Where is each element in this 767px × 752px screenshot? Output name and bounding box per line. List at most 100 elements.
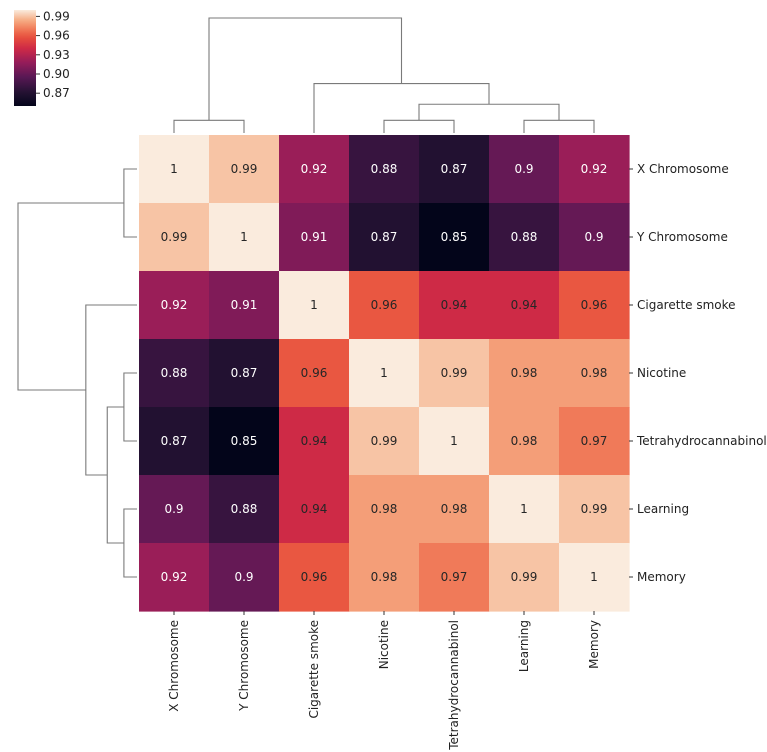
cell-value-label: 0.96 — [581, 298, 608, 312]
colorbar-tick-label: 0.99 — [43, 9, 70, 23]
heatmap-cell — [139, 543, 210, 612]
heatmap-cell — [209, 339, 280, 408]
heatmap-cells: 1 0.99 0.92 0.88 0.87 0.9 0.920.99 1 0.91 0.87 0.8… — [139, 135, 630, 612]
heatmap-cell — [209, 271, 280, 340]
heatmap-cell — [139, 339, 210, 408]
heatmap-cell — [279, 407, 350, 476]
cell-value-label: 0.98 — [581, 366, 608, 380]
cell-value-label: 0.96 — [301, 366, 328, 380]
heatmap-cell — [279, 271, 350, 340]
cell-value-label: 0.94 — [511, 298, 538, 312]
heatmap-cell — [419, 271, 490, 340]
colorbar-tick-label: 0.90 — [43, 67, 70, 81]
cell-value-label: 0.91 — [301, 230, 328, 244]
row-dendrogram-link — [106, 406, 124, 544]
cell-value-label: 0.98 — [371, 570, 398, 584]
cell-value-label: 0.88 — [511, 230, 538, 244]
cell-value-label: 0.87 — [161, 434, 188, 448]
cell-value-label: 1 — [590, 570, 598, 584]
heatmap-cell — [489, 475, 560, 544]
cell-value-label: 1 — [170, 162, 178, 176]
heatmap-cell — [279, 203, 350, 272]
row-dendrogram-link — [85, 304, 137, 476]
row-label: Memory — [637, 570, 686, 584]
column-dendrogram — [173, 17, 595, 133]
column-dendrogram-link — [418, 103, 560, 121]
cell-value-label: 0.97 — [581, 434, 608, 448]
heatmap-cell — [419, 543, 490, 612]
heatmap-cell — [419, 407, 490, 476]
cell-value-label: 0.88 — [371, 162, 398, 176]
heatmap-cell — [279, 135, 350, 204]
heatmap-cell — [349, 203, 420, 272]
heatmap-cell — [349, 339, 420, 408]
heatmap-cell — [489, 203, 560, 272]
column-dendrogram-link — [313, 83, 490, 133]
cell-value-label: 0.96 — [301, 570, 328, 584]
heatmap-cell — [559, 135, 630, 204]
cell-value-label: 0.92 — [161, 298, 188, 312]
heatmap-cell — [139, 407, 210, 476]
heatmap-cell — [489, 135, 560, 204]
heatmap-cell — [489, 339, 560, 408]
row-labels: X Chromosome Y Chromosome Cigarette smoke N… — [629, 162, 767, 584]
heatmap-cell — [419, 135, 490, 204]
column-dendrogram-link — [523, 119, 595, 133]
heatmap-cell — [419, 475, 490, 544]
cell-value-label: 0.92 — [161, 570, 188, 584]
colorbar-tick-label: 0.96 — [43, 29, 70, 43]
heatmap-cell — [559, 203, 630, 272]
cell-value-label: 0.97 — [441, 570, 468, 584]
row-dendrogram-link — [17, 202, 124, 391]
heatmap-cell — [139, 475, 210, 544]
cell-value-label: 0.92 — [301, 162, 328, 176]
heatmap-cell — [559, 475, 630, 544]
cell-value-label: 0.94 — [441, 298, 468, 312]
row-label: Tetrahydrocannabinol — [636, 434, 767, 448]
row-dendrogram-link — [123, 168, 137, 238]
column-dendrogram-link — [383, 119, 455, 133]
cell-value-label: 0.99 — [581, 502, 608, 516]
cell-value-label: 0.99 — [371, 434, 398, 448]
cell-value-label: 1 — [240, 230, 248, 244]
column-label: Learning — [517, 620, 531, 672]
heatmap-cell — [489, 407, 560, 476]
cell-value-label: 0.9 — [514, 162, 533, 176]
cell-value-label: 0.88 — [231, 502, 258, 516]
cell-value-label: 0.94 — [301, 502, 328, 516]
heatmap-cell — [349, 271, 420, 340]
cell-value-label: 1 — [520, 502, 528, 516]
cell-value-label: 0.99 — [231, 162, 258, 176]
cell-value-label: 0.92 — [581, 162, 608, 176]
heatmap-cell — [349, 475, 420, 544]
cell-value-label: 0.85 — [441, 230, 468, 244]
cell-value-label: 1 — [450, 434, 458, 448]
row-label: Nicotine — [637, 366, 686, 380]
heatmap-cell — [279, 339, 350, 408]
column-labels: X Chromosome Y Chromosome Cigarette smoke N… — [167, 611, 601, 751]
cell-value-label: 0.9 — [164, 502, 183, 516]
cell-value-label: 0.87 — [371, 230, 398, 244]
cell-value-label: 0.98 — [511, 366, 538, 380]
row-dendrogram — [17, 168, 137, 578]
column-label: X Chromosome — [167, 620, 181, 712]
colorbar-gradient — [14, 10, 36, 106]
colorbar-tick-label: 0.93 — [43, 48, 70, 62]
cell-value-label: 1 — [380, 366, 388, 380]
cell-value-label: 0.98 — [511, 434, 538, 448]
colorbar-tick-label: 0.87 — [43, 86, 70, 100]
cell-value-label: 0.9 — [584, 230, 603, 244]
heatmap-cell — [139, 135, 210, 204]
heatmap-cell — [559, 271, 630, 340]
column-label: Nicotine — [377, 620, 391, 669]
column-label: Memory — [587, 620, 601, 669]
heatmap-cell — [209, 407, 280, 476]
cell-value-label: 0.99 — [441, 366, 468, 380]
column-dendrogram-link — [208, 17, 403, 121]
cell-value-label: 0.96 — [371, 298, 398, 312]
row-label: Cigarette smoke — [637, 298, 736, 312]
cell-value-label: 0.87 — [441, 162, 468, 176]
row-label: X Chromosome — [637, 162, 729, 176]
column-dendrogram-link — [173, 119, 245, 133]
